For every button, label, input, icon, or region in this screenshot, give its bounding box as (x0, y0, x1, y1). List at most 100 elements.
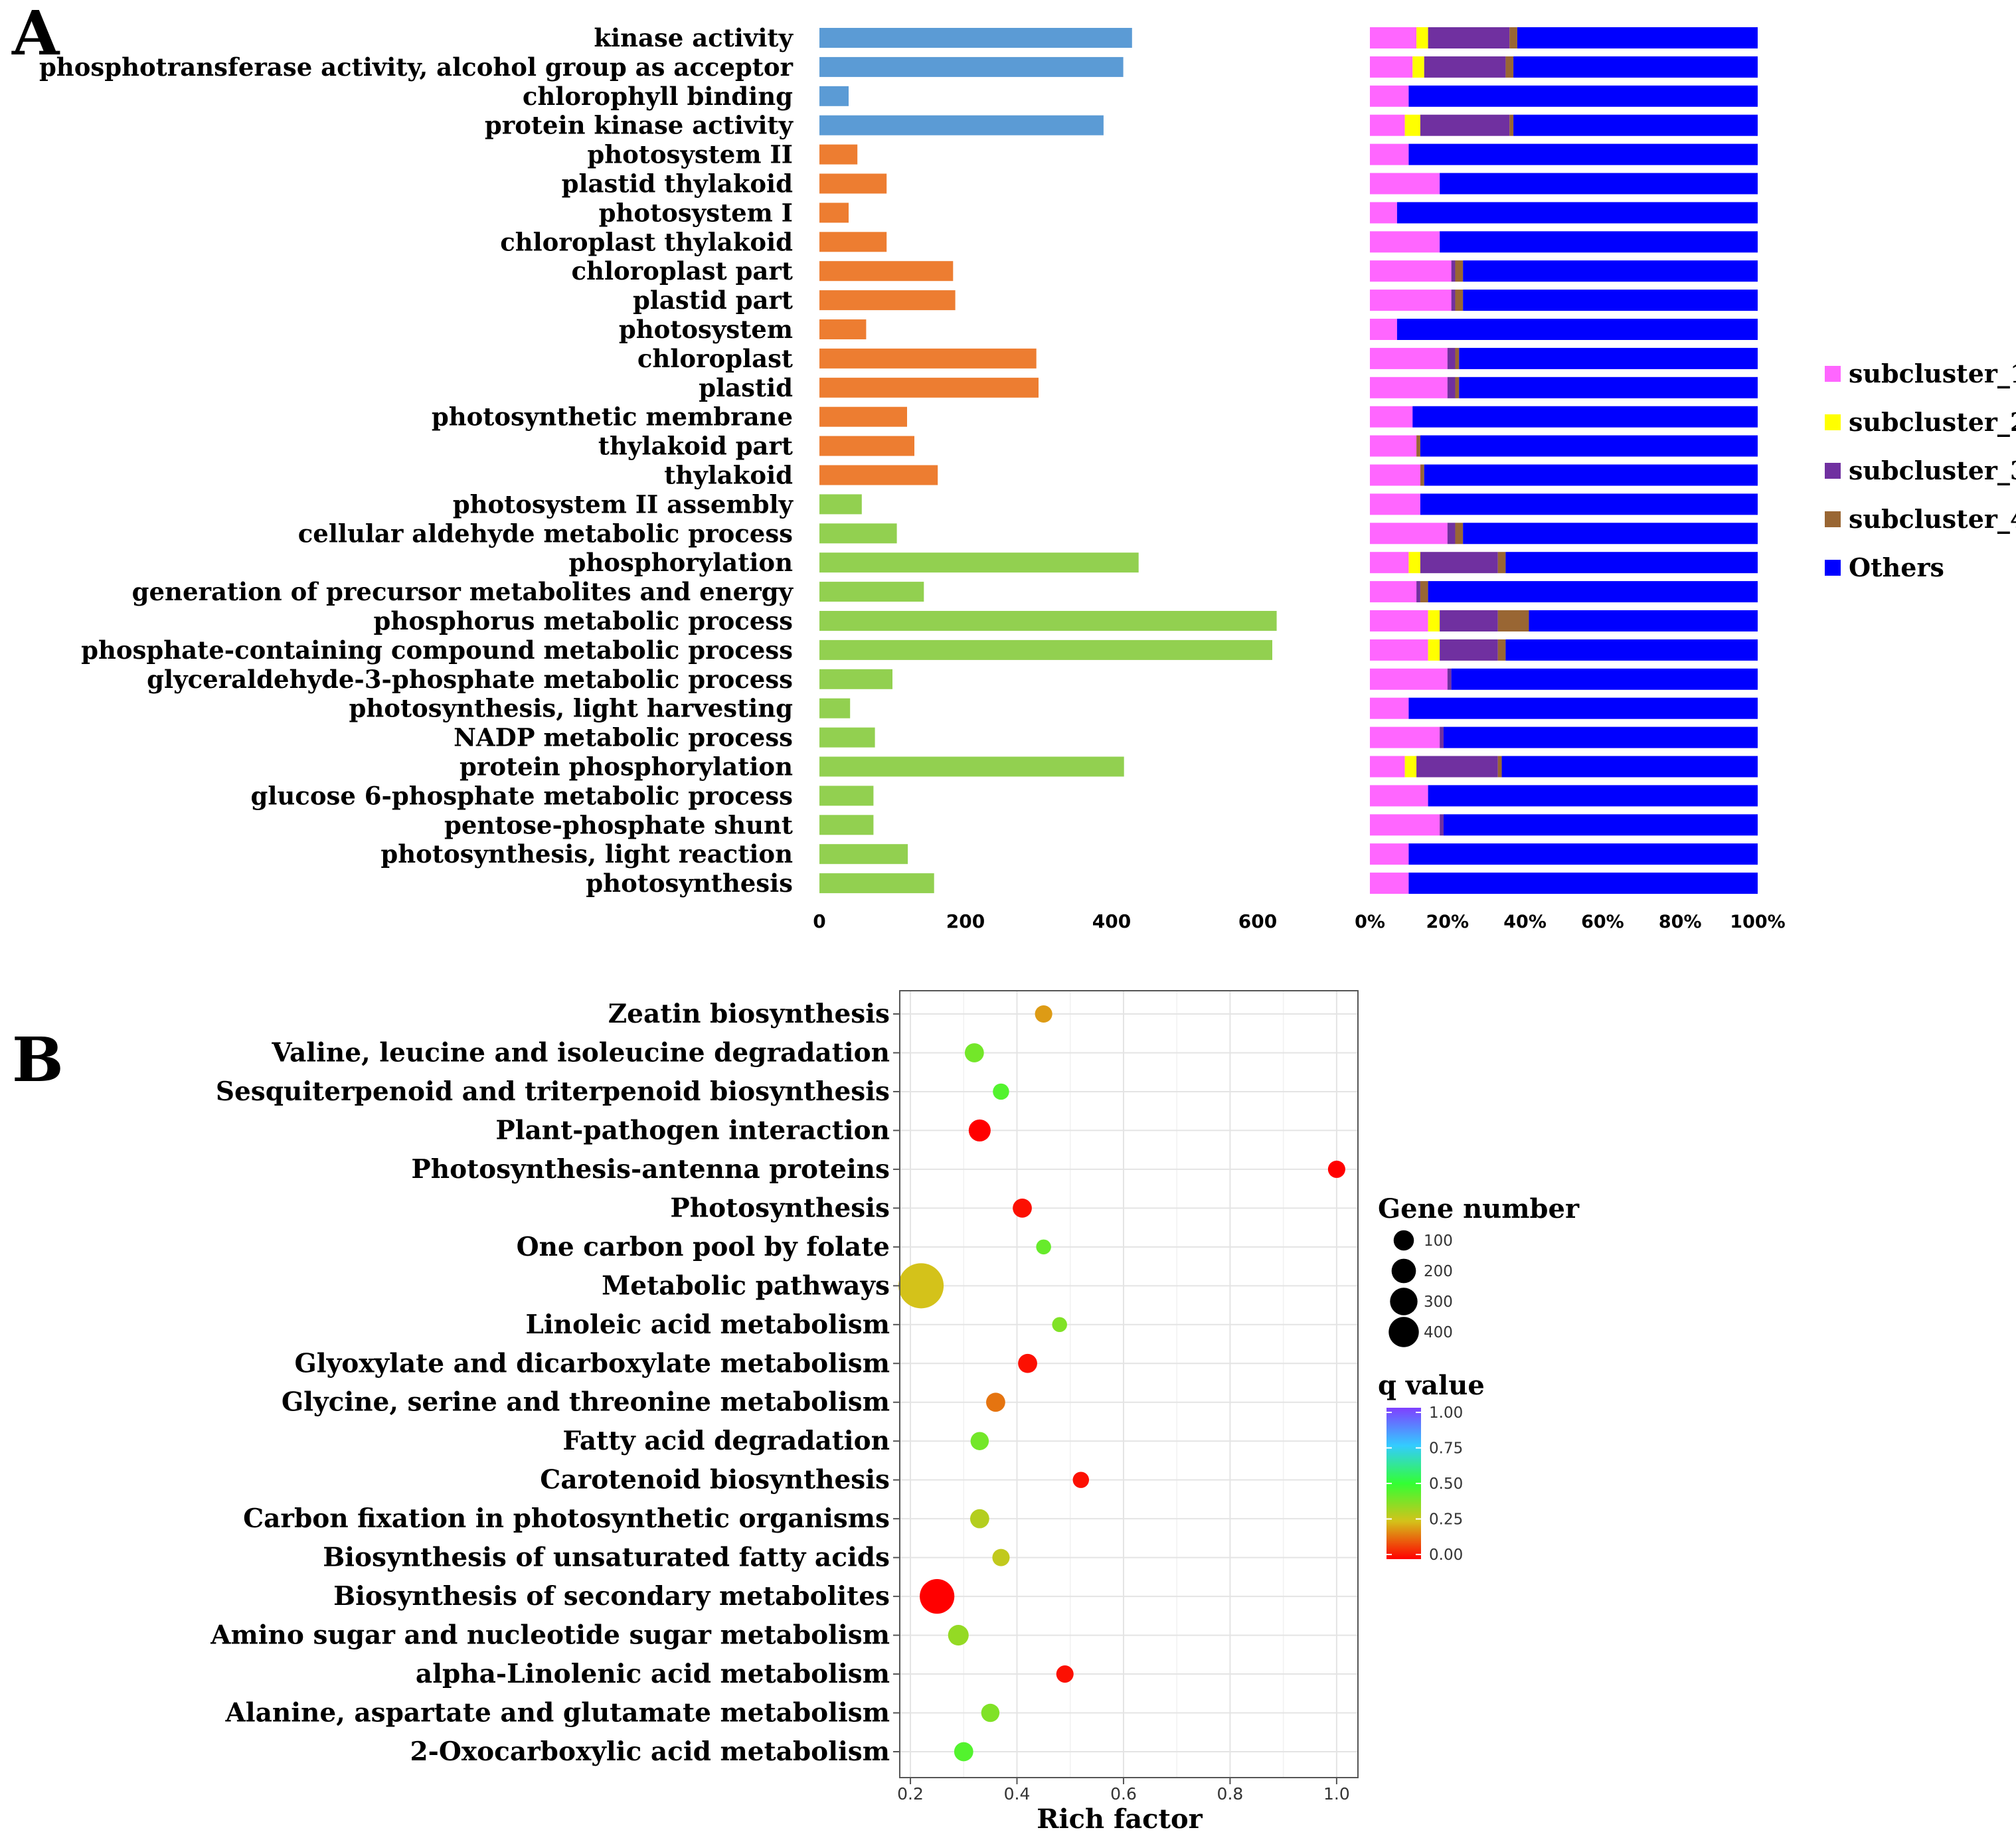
stack-segment-subcluster_1 (1370, 785, 1428, 807)
legend-swatch (1825, 366, 1841, 382)
percent-tick-label: 100% (1730, 912, 1785, 932)
size-legend-dot (1393, 1230, 1414, 1251)
stack-segment-Others (1505, 552, 1758, 574)
size-legend-label: 100 (1424, 1232, 1453, 1250)
stack-segment-subcluster_1 (1370, 873, 1409, 894)
category-label: plastid part (633, 286, 793, 315)
legend-label: subcluster_1 (1849, 359, 2016, 388)
stack-segment-subcluster_2 (1404, 114, 1420, 136)
stack-segment-Others (1428, 581, 1758, 603)
bar-bp (819, 639, 1272, 660)
stack-segment-Others (1412, 406, 1758, 428)
size-legend-dot (1388, 1317, 1419, 1347)
stack-segment-subcluster_4 (1416, 435, 1420, 457)
legend-swatch (1825, 414, 1841, 430)
stack-segment-subcluster_2 (1428, 639, 1440, 661)
category-label: phosphotransferase activity, alcohol gro… (39, 52, 794, 82)
x-tick-label: 400 (1092, 910, 1131, 932)
pathway-label: Zeatin biosynthesis (608, 999, 890, 1029)
bar-cc (819, 290, 956, 311)
category-label: photosystem II assembly (453, 489, 794, 519)
category-label: chloroplast (637, 344, 793, 373)
panel-b-label: B (12, 1024, 64, 1096)
q-value-legend-title: q value (1378, 1370, 1485, 1401)
bar-bp (819, 523, 897, 544)
bar-cc (819, 377, 1039, 398)
stack-segment-subcluster_3 (1440, 726, 1444, 748)
size-legend-label: 300 (1424, 1294, 1453, 1311)
bar-bp (819, 815, 874, 835)
legend-label: Others (1849, 552, 1944, 582)
stack-segment-subcluster_4 (1509, 27, 1517, 48)
stack-segment-Others (1459, 347, 1758, 369)
category-label: cellular aldehyde metabolic process (298, 519, 793, 548)
stack-segment-subcluster_1 (1370, 843, 1409, 865)
q-value-legend: 1.00 0.75 0.50 0.25 0.00 (1386, 1404, 1463, 1564)
pathway-label: Alanine, aspartate and glutamate metabol… (225, 1698, 890, 1728)
plot-frame (899, 990, 1359, 1778)
stack-segment-subcluster_1 (1370, 523, 1448, 545)
stack-segment-Others (1443, 726, 1758, 748)
stack-segment-Others (1396, 319, 1758, 340)
x-tick-label: 600 (1238, 910, 1277, 932)
stack-segment-subcluster_4 (1505, 56, 1514, 78)
stack-segment-subcluster_3 (1424, 56, 1506, 78)
stack-segment-subcluster_1 (1370, 290, 1452, 311)
stack-segment-subcluster_1 (1370, 202, 1397, 224)
stack-segment-subcluster_3 (1420, 114, 1510, 136)
stack-segment-subcluster_1 (1370, 435, 1417, 457)
stack-segment-subcluster_1 (1370, 726, 1440, 748)
stack-segment-subcluster_4 (1455, 347, 1460, 369)
legend-swatch (1825, 511, 1841, 527)
legend-label: subcluster_3 (1849, 456, 2016, 485)
x-tick-label: 0 (813, 910, 825, 932)
data-point (948, 1625, 969, 1646)
pathway-label: alpha-Linolenic acid metabolism (416, 1659, 890, 1689)
stack-segment-subcluster_1 (1370, 464, 1420, 486)
category-label: photosynthesis (586, 869, 793, 898)
data-point (993, 1083, 1009, 1100)
stack-segment-subcluster_4 (1455, 290, 1464, 311)
bar-cc (819, 232, 887, 252)
stack-segment-subcluster_1 (1370, 143, 1409, 165)
stack-segment-subcluster_3 (1440, 639, 1498, 661)
category-label: NADP metabolic process (454, 723, 793, 752)
legend-label: subcluster_2 (1849, 407, 2016, 437)
stack-segment-Others (1440, 173, 1758, 195)
data-point (970, 1432, 989, 1450)
x-axis-ticks: 0.2 0.4 0.6 0.8 1.0 (897, 1778, 1350, 1803)
stack-segment-Others (1505, 639, 1758, 661)
colorbar-label: 0.50 (1429, 1475, 1463, 1493)
stack-segment-subcluster_1 (1370, 319, 1397, 340)
stack-segment-subcluster_1 (1370, 347, 1448, 369)
stack-segment-subcluster_1 (1370, 697, 1409, 719)
bar-mf (819, 56, 1124, 77)
stack-segment-Others (1408, 85, 1758, 107)
x-tick-label: 200 (946, 910, 985, 932)
bar-cc (819, 173, 887, 194)
pathway-labels: Zeatin biosynthesis Valine, leucine and i… (210, 999, 900, 1767)
data-point (1052, 1317, 1067, 1333)
q-value-colorbar (1386, 1408, 1421, 1559)
percent-tick-label: 60% (1581, 912, 1624, 932)
stack-segment-subcluster_1 (1370, 552, 1409, 574)
category-label: protein kinase activity (485, 111, 794, 140)
stack-segment-Others (1513, 56, 1758, 78)
pathway-label: Metabolic pathways (602, 1270, 890, 1301)
stack-segment-subcluster_3 (1447, 347, 1456, 369)
size-legend-label: 400 (1424, 1324, 1453, 1341)
colorbar-label: 1.00 (1429, 1404, 1463, 1422)
stack-segment-subcluster_3 (1447, 523, 1456, 545)
plot-background (900, 991, 1358, 1778)
pathway-label: Linoleic acid metabolism (525, 1309, 890, 1340)
stack-segment-Others (1396, 202, 1758, 224)
stack-segment-subcluster_3 (1451, 290, 1456, 311)
bar-bp (819, 844, 908, 865)
stack-segment-Others (1440, 231, 1758, 253)
bar-cc (819, 465, 938, 485)
bar-bp (819, 582, 924, 602)
stack-segment-subcluster_3 (1428, 27, 1510, 48)
stack-segment-subcluster_4 (1455, 377, 1460, 398)
data-point (1035, 1005, 1052, 1023)
stack-segment-subcluster_2 (1404, 756, 1417, 778)
